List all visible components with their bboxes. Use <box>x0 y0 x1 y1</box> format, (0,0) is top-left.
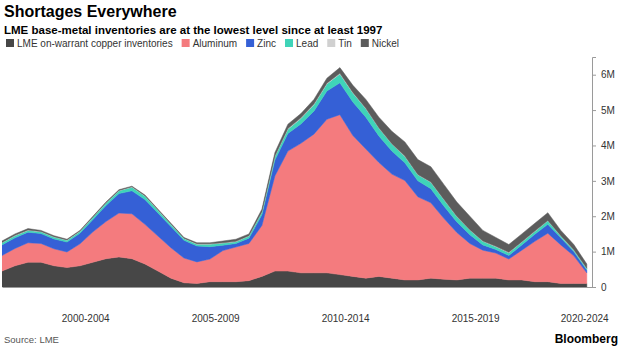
plot-area <box>2 68 587 287</box>
legend-swatch <box>361 39 369 47</box>
y-tick: 3M <box>592 176 615 187</box>
legend-swatch <box>327 39 335 47</box>
x-axis: 2000-2004 2005-2009 2010-2014 2015-2019 2020… <box>3 287 610 324</box>
y-tick-label: 4M <box>601 140 615 151</box>
y-axis: 0 1M 2M 3M 4M 5M 6M <box>592 58 615 293</box>
legend-label: Lead <box>296 38 318 49</box>
legend: LME on-warrant copper inventories Aluminu… <box>6 38 399 49</box>
legend-item: Aluminum <box>182 38 237 49</box>
y-axis-line <box>593 58 597 288</box>
y-tick: 4M <box>592 140 615 151</box>
x-tick-label: 2000-2004 <box>62 313 110 324</box>
y-tick-label: 2M <box>601 211 615 222</box>
x-tick-label: 2015-2019 <box>452 313 500 324</box>
x-axis-line <box>3 287 593 288</box>
y-tick-mark <box>592 216 596 217</box>
y-tick: 1M <box>592 246 615 257</box>
legend-swatch <box>285 39 293 47</box>
legend-item: Tin <box>327 38 352 49</box>
chart-root: Shortages Everywhere LME base-metal inven… <box>0 0 624 350</box>
chart-title: Shortages Everywhere <box>4 3 177 20</box>
legend-item: Lead <box>285 38 318 49</box>
legend-label: Aluminum <box>193 38 237 49</box>
y-tick-label: 3M <box>601 176 615 187</box>
y-tick: 5M <box>592 105 615 116</box>
source-note: Source: LME <box>4 334 59 345</box>
legend-label: Zinc <box>257 38 276 49</box>
chart-subtitle: LME base-metal inventories are at the lo… <box>4 24 382 36</box>
legend-label: Nickel <box>372 38 399 49</box>
y-tick-mark <box>592 110 596 111</box>
x-tick-label: 2005-2009 <box>192 313 240 324</box>
y-tick-label: 0 <box>601 282 607 293</box>
y-tick-label: 5M <box>601 105 615 116</box>
y-tick-mark <box>592 252 596 253</box>
legend-item: Nickel <box>361 38 399 49</box>
legend-swatch <box>182 39 190 47</box>
legend-item: LME on-warrant copper inventories <box>6 38 173 49</box>
credit: Bloomberg <box>555 332 618 346</box>
legend-item: Zinc <box>246 38 276 49</box>
x-tick: 2000-2004 <box>62 287 110 324</box>
y-tick-label: 1M <box>601 246 615 257</box>
legend-swatch <box>6 39 14 47</box>
x-tick-label: 2020-2024 <box>561 313 609 324</box>
x-tick: 2005-2009 <box>192 287 240 324</box>
y-tick-mark <box>592 75 596 76</box>
x-tick-label: 2010-2014 <box>322 313 370 324</box>
x-tick: 2010-2014 <box>322 287 370 324</box>
legend-swatch <box>246 39 254 47</box>
y-tick-mark <box>592 287 596 288</box>
x-tick: 2020-2024 <box>561 287 609 324</box>
x-tick: 2015-2019 <box>452 287 500 324</box>
y-tick: 6M <box>592 69 615 80</box>
y-tick-label: 6M <box>601 69 615 80</box>
y-tick: 0 <box>592 282 607 293</box>
y-tick-mark <box>592 181 596 182</box>
y-tick-mark <box>592 145 596 146</box>
area-series <box>2 68 587 269</box>
legend-label: Tin <box>338 38 352 49</box>
y-tick: 2M <box>592 211 615 222</box>
legend-label: LME on-warrant copper inventories <box>17 38 173 49</box>
